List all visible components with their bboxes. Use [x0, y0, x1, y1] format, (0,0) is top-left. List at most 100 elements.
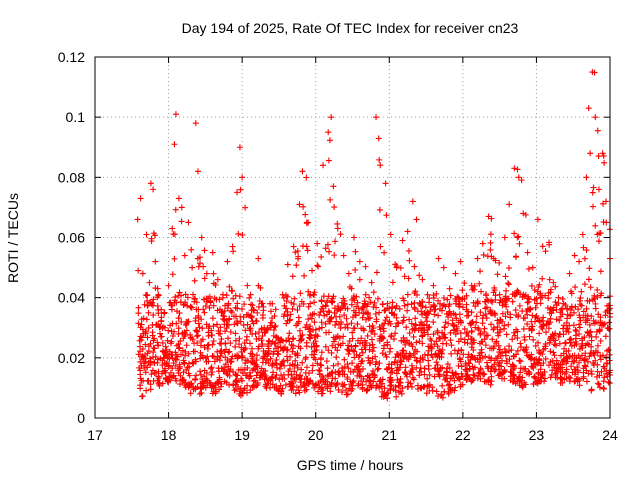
data-point	[195, 314, 202, 321]
data-point	[446, 381, 453, 388]
data-point	[315, 380, 322, 387]
data-point	[230, 295, 237, 302]
data-point	[457, 335, 464, 342]
data-point	[470, 339, 477, 346]
data-point	[420, 321, 427, 328]
data-point	[532, 342, 539, 349]
data-point	[218, 380, 225, 387]
data-point	[373, 269, 380, 276]
data-point	[158, 333, 165, 340]
x-tick-label: 17	[87, 427, 103, 443]
data-point	[293, 376, 300, 383]
data-point	[503, 331, 510, 338]
data-point	[234, 305, 241, 312]
data-point	[416, 272, 423, 279]
data-point	[436, 334, 443, 341]
data-point	[594, 380, 601, 387]
data-point	[286, 330, 293, 337]
data-point	[483, 292, 490, 299]
data-point	[222, 328, 229, 335]
y-tick-label: 0.12	[58, 49, 85, 65]
data-point	[216, 386, 223, 393]
data-point	[349, 382, 356, 389]
data-point	[527, 306, 534, 313]
data-point	[396, 364, 403, 371]
data-point	[218, 309, 225, 316]
data-point	[551, 352, 558, 359]
data-point	[586, 329, 593, 336]
data-point	[341, 381, 348, 388]
data-point	[314, 240, 321, 247]
data-point	[155, 310, 162, 317]
data-point	[317, 309, 324, 316]
data-point	[336, 313, 343, 320]
data-point	[307, 300, 314, 307]
data-point	[478, 288, 485, 295]
data-point	[143, 387, 150, 394]
data-point	[550, 307, 557, 314]
data-point	[326, 248, 333, 255]
data-point	[468, 309, 475, 316]
data-point	[382, 317, 389, 324]
data-point	[168, 306, 175, 313]
data-point	[320, 387, 327, 394]
data-point	[465, 351, 472, 358]
data-point	[339, 368, 346, 375]
data-point	[373, 358, 380, 365]
data-point	[452, 331, 459, 338]
data-point	[553, 316, 560, 323]
x-axis-label: GPS time / hours	[297, 457, 404, 473]
data-point	[385, 390, 392, 397]
data-point	[175, 195, 182, 202]
data-point	[581, 255, 588, 262]
data-point	[344, 361, 351, 368]
data-point	[586, 321, 593, 328]
data-point	[491, 343, 498, 350]
data-point	[309, 367, 316, 374]
data-point	[447, 292, 454, 299]
data-point	[501, 375, 508, 382]
data-point	[154, 339, 161, 346]
data-point	[328, 349, 335, 356]
data-point	[496, 259, 503, 266]
data-point	[477, 350, 484, 357]
data-point	[560, 356, 567, 363]
data-point	[276, 365, 283, 372]
data-point	[338, 365, 345, 372]
data-point	[428, 345, 435, 352]
data-point	[450, 322, 457, 329]
data-point	[150, 296, 157, 303]
data-point	[455, 362, 462, 369]
data-point	[221, 307, 228, 314]
data-point	[512, 307, 519, 314]
data-point	[207, 297, 214, 304]
data-point	[384, 366, 391, 373]
data-point	[138, 337, 145, 344]
data-point	[239, 306, 246, 313]
data-point	[345, 365, 352, 372]
data-point	[324, 365, 331, 372]
data-point	[210, 384, 217, 391]
data-point	[253, 357, 260, 364]
data-point	[510, 362, 517, 369]
data-point	[431, 373, 438, 380]
data-point	[317, 361, 324, 368]
data-point	[341, 297, 348, 304]
data-point	[214, 276, 221, 283]
data-point	[387, 231, 394, 238]
data-point	[430, 331, 437, 338]
data-point	[255, 335, 262, 342]
data-point	[214, 356, 221, 363]
data-point	[570, 322, 577, 329]
data-point	[305, 303, 312, 310]
data-point	[224, 305, 231, 312]
chart-title: Day 194 of 2025, Rate Of TEC Index for r…	[182, 20, 519, 36]
data-point	[411, 354, 418, 361]
data-point	[486, 376, 493, 383]
data-point	[581, 334, 588, 341]
data-point	[362, 263, 369, 270]
data-point	[296, 303, 303, 310]
data-point	[578, 352, 585, 359]
data-point	[150, 337, 157, 344]
data-point	[349, 329, 356, 336]
